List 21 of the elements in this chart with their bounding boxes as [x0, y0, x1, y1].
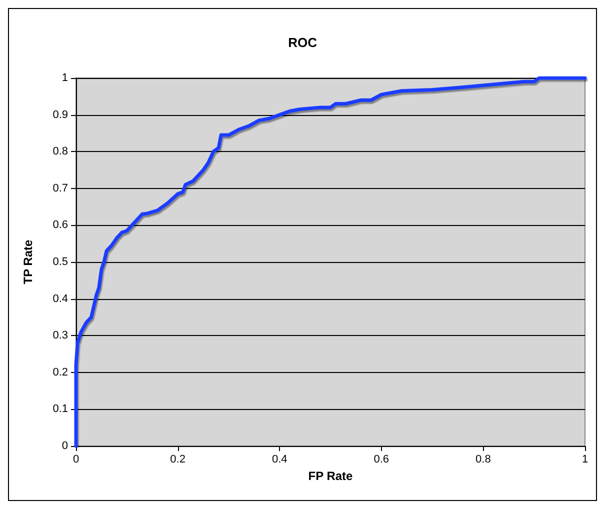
y-tick-label: 0.6 [52, 219, 68, 232]
y-tick-label: 0.5 [52, 256, 68, 268]
chart-title: ROC [288, 35, 318, 50]
y-axis-title: TP Rate [21, 239, 35, 284]
x-tick-label: 0.2 [170, 454, 186, 466]
y-tick-label: 0.4 [52, 292, 68, 305]
x-tick-label: 1 [582, 454, 588, 466]
y-tick-label: 0.7 [52, 182, 68, 194]
x-tick-label: 0.4 [272, 454, 288, 466]
x-axis-title: FP Rate [308, 469, 354, 483]
y-tick-label: 1 [62, 72, 68, 84]
line-series [74, 76, 587, 448]
y-tick-label: 0 [62, 440, 68, 452]
y-tick-label: 0.2 [52, 366, 68, 378]
y-tick-label: 0.9 [52, 108, 68, 121]
y-tick-label: 0.8 [52, 146, 68, 158]
y-tick-label: 0.1 [52, 403, 68, 416]
x-tick-label: 0.8 [476, 454, 491, 466]
x-tick-label: 0.6 [374, 454, 390, 466]
x-tick-label: 0 [72, 454, 80, 466]
y-tick-label: 0.3 [52, 330, 68, 342]
